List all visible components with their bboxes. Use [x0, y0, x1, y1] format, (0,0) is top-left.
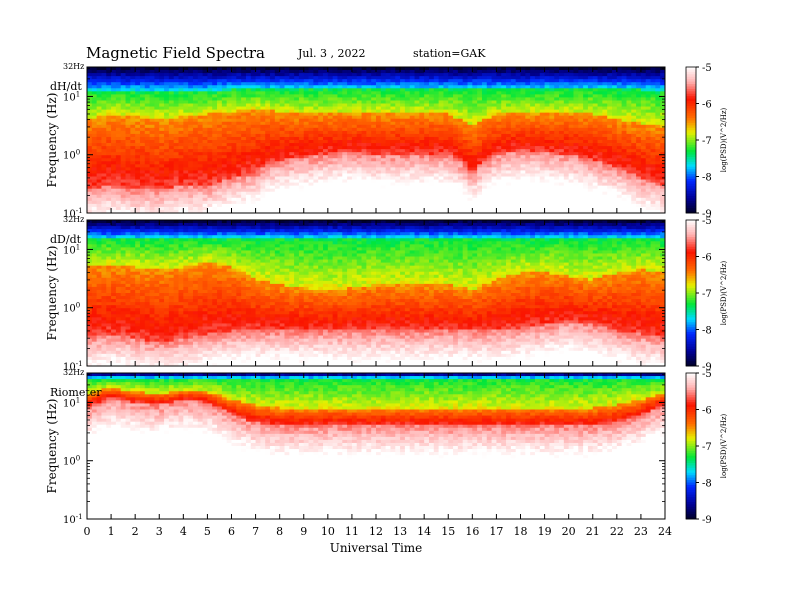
y-top-label: 32Hz [63, 368, 84, 377]
colorbar-tick-label: -6 [702, 100, 712, 111]
x-tick-label: 14 [417, 525, 431, 538]
colorbar-label: log(PSD)(V^2/Hz) [720, 107, 728, 172]
x-tick-label: 18 [514, 525, 528, 538]
x-tick-label: 9 [300, 525, 307, 538]
panel-label: dH/dt [50, 80, 82, 93]
colorbar-tick-label: -6 [702, 406, 712, 417]
y-axis-label: Frequency (Hz) [45, 246, 59, 341]
x-tick-label: 2 [132, 525, 139, 538]
panel-label: Riometer [50, 386, 102, 399]
x-tick-label: 12 [369, 525, 383, 538]
x-tick-label: 5 [204, 525, 211, 538]
x-tick-label: 10 [321, 525, 335, 538]
colorbar: -5 -6 -7 -8 -9 log(PSD)(V^2/Hz) [686, 369, 728, 526]
x-tick-label: 8 [276, 525, 283, 538]
x-tick-label: 6 [228, 525, 235, 538]
spectrogram [87, 67, 665, 213]
x-tick-label: 17 [489, 525, 503, 538]
x-tick-label: 7 [252, 525, 259, 538]
x-tick-label: 3 [156, 525, 163, 538]
x-tick-label: 15 [441, 525, 455, 538]
colorbar-tick-label: -9 [702, 515, 712, 526]
colorbar-label: log(PSD)(V^2/Hz) [720, 260, 728, 325]
colorbar-tick-label: -7 [702, 442, 712, 453]
colorbar-tick-label: -5 [702, 216, 712, 227]
x-tick-label: 0 [84, 525, 91, 538]
y-top-label: 32Hz [63, 62, 84, 71]
x-tick-label: 19 [538, 525, 552, 538]
panel-riometer: 0 1 2 3 4 5 6 7 8 9 10 11 12 13 14 15 16 17 18 19 20 21 22 23 24… [45, 368, 728, 555]
x-tick-label: 4 [180, 525, 187, 538]
x-tick-label: 20 [562, 525, 576, 538]
colorbar-tick-label: -5 [702, 63, 712, 74]
colorbar-label: log(PSD)(V^2/Hz) [720, 413, 728, 478]
y-tick-label: 100 [63, 149, 80, 162]
x-tick-label: 22 [610, 525, 624, 538]
x-axis-label: Universal Time [330, 541, 423, 555]
colorbar-tick-label: -7 [702, 136, 712, 147]
y-top-label: 32Hz [63, 215, 84, 224]
x-tick-label: 11 [345, 525, 359, 538]
y-tick-label: 100 [63, 455, 80, 468]
colorbar-tick-label: -8 [702, 173, 712, 184]
spectrogram [87, 373, 665, 519]
colorbar-tick-label: -8 [702, 479, 712, 490]
x-tick-label: 13 [393, 525, 407, 538]
colorbar-tick-label: -7 [702, 289, 712, 300]
x-tick-label: 21 [586, 525, 600, 538]
panel-label: dD/dt [50, 233, 82, 246]
y-tick-label: 100 [63, 302, 80, 315]
x-tick-label: 23 [634, 525, 648, 538]
y-axis-label: Frequency (Hz) [45, 399, 59, 494]
spectrogram [87, 220, 665, 366]
colorbar-tick-label: -8 [702, 326, 712, 337]
x-tick-label: 16 [465, 525, 479, 538]
x-tick-label: 24 [658, 525, 672, 538]
colorbar-tick-label: -5 [702, 369, 712, 380]
y-axis-label: Frequency (Hz) [45, 93, 59, 188]
colorbar-tick-label: -6 [702, 253, 712, 264]
y-tick-label: 10-1 [63, 513, 83, 526]
x-tick-label: 1 [108, 525, 115, 538]
